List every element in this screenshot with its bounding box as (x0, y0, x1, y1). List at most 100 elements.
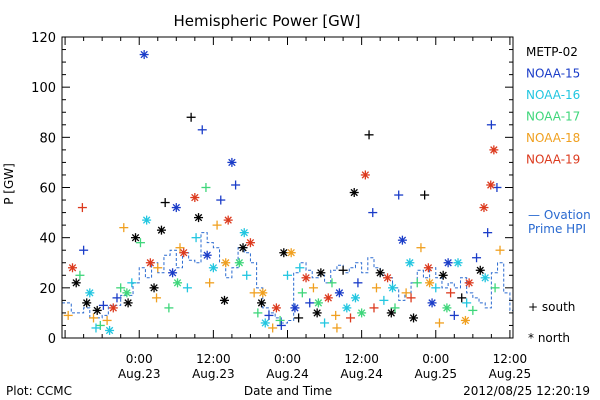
x-tick-label-time: 12:00 (344, 352, 379, 366)
x-axis-label: Date and Time (244, 384, 332, 398)
south-point (253, 308, 263, 318)
south-point (462, 298, 472, 308)
south-point (102, 315, 112, 325)
south-point (457, 293, 467, 303)
north-point (219, 295, 229, 305)
south-point (338, 265, 348, 275)
x-tick-label-time: 12:00 (493, 352, 528, 366)
north-point (149, 283, 159, 293)
south-point (216, 195, 226, 205)
north-point (239, 228, 249, 238)
north-point (349, 188, 359, 198)
south-point (353, 278, 363, 288)
legend-entry: NOAA-16 (526, 88, 580, 102)
north-point (286, 248, 296, 258)
south-point (431, 283, 441, 293)
x-tick-label-date: Aug.23 (118, 367, 161, 381)
south-point (276, 320, 286, 330)
north-point (208, 263, 218, 273)
north-point (290, 303, 300, 313)
north-point (453, 258, 463, 268)
north-point (238, 243, 248, 253)
south-point (89, 313, 99, 323)
north-point (221, 258, 231, 268)
south-point (79, 245, 89, 255)
north-point (397, 235, 407, 245)
north-point (194, 213, 204, 223)
north-point (409, 313, 419, 323)
x-tick-label-date: Aug.24 (266, 367, 309, 381)
legend-entry: NOAA-19 (526, 153, 580, 167)
north-point (323, 293, 333, 303)
north-point (71, 278, 81, 288)
south-point (434, 318, 444, 328)
north-point (405, 258, 415, 268)
ovation-prime-hpi-series (62, 232, 513, 324)
south-point (160, 198, 170, 208)
south-point (91, 323, 101, 333)
ovation-step-line (62, 232, 513, 324)
north-point (258, 288, 268, 298)
north-point (145, 258, 155, 268)
south-point (320, 318, 330, 328)
south-point (268, 323, 278, 333)
ovation-label-line: — Ovation (528, 208, 591, 222)
north-point (108, 303, 118, 313)
south-point (212, 220, 222, 230)
x-tick-label-date: Aug.25 (415, 367, 458, 381)
north-point (131, 233, 141, 243)
south-point (449, 310, 459, 320)
y-axis: 0 20 40 60 80 100 120 (31, 31, 513, 347)
south-point (186, 112, 196, 122)
footer-timestamp: 2012/08/25 12:20:19 (463, 384, 590, 398)
south-point (308, 283, 318, 293)
north-point (92, 305, 102, 315)
x-axis: 0:00Aug.2312:00Aug.230:00Aug.2412:00Aug.… (64, 37, 531, 381)
north-point (227, 157, 237, 167)
x-tick-label-date: Aug.24 (340, 367, 383, 381)
data-points (63, 50, 505, 335)
south-point (412, 278, 422, 288)
south-point (249, 288, 259, 298)
south-point (112, 293, 122, 303)
north-point (245, 238, 255, 248)
y-tick-label: 20 (39, 282, 56, 297)
chart-title: Hemispheric Power [GW] (174, 12, 361, 30)
north-point (312, 308, 322, 318)
south-point (116, 283, 126, 293)
south-point (283, 270, 292, 280)
x-tick-label-time: 0:00 (422, 352, 449, 366)
north-point (486, 180, 496, 190)
south-point (98, 300, 108, 310)
north-point (427, 298, 437, 308)
north-point (223, 215, 233, 225)
south-point (331, 310, 341, 320)
north-point (423, 263, 433, 273)
south-point (197, 125, 207, 135)
x-tick-label-time: 0:00 (126, 352, 153, 366)
south-point (401, 288, 411, 298)
north-point (357, 308, 367, 318)
north-point (202, 250, 212, 260)
north-point (334, 288, 344, 298)
south-point (75, 270, 85, 280)
legend-entry: NOAA-15 (526, 67, 580, 81)
north-point (425, 278, 435, 288)
north-point (179, 248, 189, 258)
south-point (346, 313, 356, 323)
south-point (371, 283, 381, 293)
legend-entry: NOAA-18 (526, 131, 580, 145)
y-tick-label: 40 (39, 232, 56, 247)
north-point (383, 273, 393, 283)
south-point (379, 295, 389, 305)
south-point (275, 315, 285, 325)
footer-plot-credit: Plot: CCMC (6, 384, 72, 398)
x-tick-label-date: Aug.23 (192, 367, 235, 381)
north-point (386, 308, 396, 318)
south-point (153, 263, 163, 273)
south-point (394, 190, 404, 200)
south-point (297, 288, 307, 298)
north-point (479, 203, 489, 213)
y-tick-label: 80 (39, 131, 56, 146)
south-point (294, 313, 304, 323)
